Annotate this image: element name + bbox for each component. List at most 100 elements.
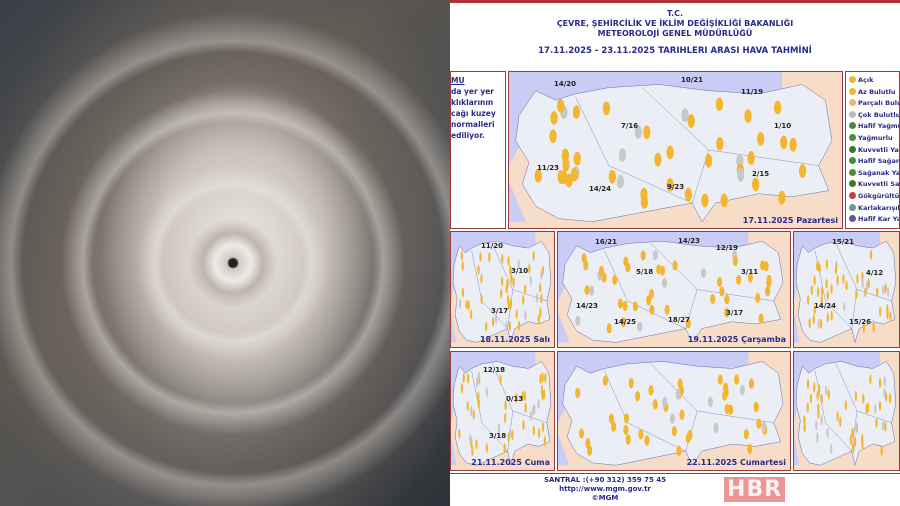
- weather-icon: [497, 422, 501, 434]
- weather-icon: [884, 421, 887, 432]
- weather-icon: [469, 433, 472, 444]
- weather-icon: [875, 417, 878, 429]
- weather-icon: [701, 193, 709, 208]
- note-line: klıklarının: [451, 98, 494, 107]
- phone-number: SANTRAL :(+90 312) 359 75 45: [543, 476, 667, 484]
- weather-icon: [666, 178, 674, 192]
- temp-label: 3/17: [726, 309, 744, 317]
- weather-icon: [856, 273, 859, 285]
- weather-icon: [616, 174, 625, 189]
- map-friday: 12/18 0/13 3/18 21.11.2025 Cuma: [450, 351, 555, 471]
- weather-icon: [687, 429, 693, 441]
- weather-icon: [540, 384, 544, 396]
- temp-label: 14/24: [814, 302, 837, 310]
- weather-icon: [878, 377, 882, 389]
- weather-icon: [864, 287, 867, 298]
- weather-icon: [883, 387, 886, 399]
- weather-icon: [523, 391, 526, 402]
- weather-icon: [736, 274, 742, 286]
- map-tuesday: 11/20 3/10 3/17 18.11.2025 Salı: [450, 231, 555, 348]
- weather-icon: [640, 250, 646, 261]
- weather-icon: [810, 285, 813, 296]
- weather-icon: [575, 387, 581, 399]
- legend-label: Hafif Yağmurlu: [858, 122, 899, 131]
- weather-icon: [888, 393, 892, 404]
- weather-icon: [524, 402, 527, 414]
- weather-icon: [504, 400, 507, 411]
- weather-icon: [803, 422, 806, 433]
- weather-icon: [662, 396, 668, 408]
- temp-label: 4/12: [866, 269, 884, 277]
- weather-icon: [508, 321, 512, 332]
- weather-icon: [844, 400, 847, 411]
- weather-icon: [671, 425, 677, 437]
- weather-icon: [778, 190, 786, 205]
- weather-icon: [836, 411, 839, 422]
- weather-icon: [611, 421, 617, 432]
- weather-icon: [485, 321, 488, 332]
- weather-icon: [599, 265, 605, 276]
- weather-icon: [562, 157, 570, 172]
- temp-label: 11/23: [537, 164, 560, 172]
- weather-icon: [675, 389, 681, 400]
- weather-icon: [557, 99, 565, 113]
- turkey-map: [451, 352, 554, 470]
- weather-icon: [854, 420, 858, 432]
- turkey-map: [558, 232, 790, 347]
- legend-label: Karlakarışık Yağmur: [858, 203, 900, 212]
- weather-icon: [820, 295, 823, 306]
- temp-label: 14/23: [678, 237, 701, 245]
- weather-icon: [466, 373, 470, 384]
- turkey-map: [451, 232, 554, 347]
- sea: [509, 72, 783, 222]
- weather-icon: [739, 384, 745, 396]
- weather-icon: [758, 313, 764, 324]
- temp-label: 14/20: [554, 80, 577, 88]
- weather-icon: [845, 280, 848, 291]
- weather-icon: [886, 309, 889, 320]
- weather-icon: [461, 261, 464, 272]
- temp-label: 12/19: [716, 244, 739, 252]
- header-line: T.C.: [666, 9, 684, 18]
- weather-icon: [540, 293, 543, 304]
- weather-icon: [826, 290, 829, 301]
- weather-icon: [886, 287, 890, 298]
- legend-label: Gökgürültülü: [858, 191, 900, 200]
- temp-label: 1/10: [774, 122, 792, 130]
- weather-icon: [458, 428, 461, 439]
- weather-icon: [503, 443, 506, 454]
- temp-label: 10/21: [681, 76, 704, 84]
- weather-icon: [851, 427, 854, 438]
- temp-label: 12/18: [483, 366, 506, 374]
- weather-icon: [659, 265, 666, 276]
- weather-icon: [816, 261, 819, 272]
- weather-icon: [806, 378, 810, 390]
- website-link[interactable]: http://www.mgm.gov.tr: [559, 485, 651, 493]
- map-date: 18.11.2025 Salı: [479, 335, 550, 344]
- turkey-outline: [796, 241, 896, 342]
- weather-icon: [467, 300, 470, 311]
- weather-icon: [879, 306, 882, 317]
- weather-icon: [509, 298, 513, 309]
- weather-icon: [719, 286, 725, 297]
- weather-icon: [648, 288, 654, 299]
- weather-icon: [565, 173, 573, 188]
- weather-icon: [602, 375, 608, 386]
- weather-icon: [539, 307, 542, 318]
- region-border: [576, 97, 693, 203]
- map-date: 22.11.2025 Cumartesi: [686, 458, 786, 467]
- forecast-date-range: 17.11.2025 - 23.11.2025 TARIHLERI ARASI …: [538, 46, 812, 56]
- weather-icon: [458, 298, 462, 309]
- weather-icon: [460, 383, 464, 394]
- summary-note: MU da yer yer klıklarının cağı kuzey nor…: [450, 71, 506, 229]
- weather-icon: [843, 301, 846, 312]
- turkey-map: [794, 232, 899, 347]
- weather-icon: [608, 169, 616, 184]
- weather-legend: Açık Az Bulutlu Parçalı Bulutlu Çok Bulutlu…: [845, 71, 900, 229]
- note-line: normalleri: [451, 120, 495, 129]
- weather-icon: [573, 151, 581, 166]
- weather-icon: [532, 425, 535, 436]
- weather-icon: [669, 413, 675, 424]
- weather-forecast-bulletin: T.C. ÇEVRE, ŞEHİRCİLİK VE İKLİM DEĞİŞİKL…: [450, 0, 900, 506]
- weather-icon: [581, 253, 587, 264]
